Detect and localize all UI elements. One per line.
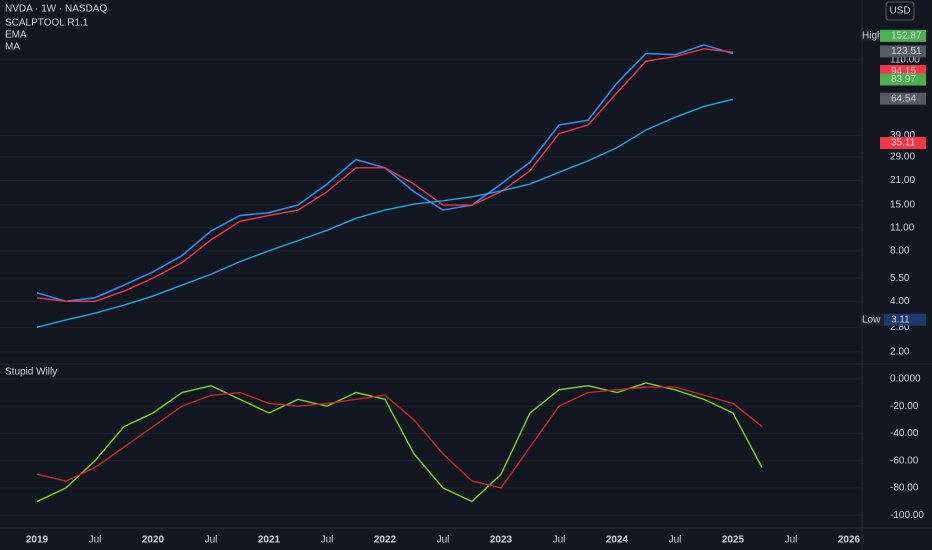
y-tick-label: -20.00 (890, 401, 919, 412)
y-tick-label: 21.00 (890, 175, 915, 186)
series-line (36, 386, 763, 489)
x-tick-label: 2023 (490, 535, 513, 546)
y-tick-label: 2.00 (890, 346, 910, 357)
x-tick-label: 2024 (606, 535, 629, 546)
tag-name: High (862, 30, 883, 41)
x-tick-label: 2026 (838, 535, 861, 546)
legend-ema: EMA (5, 30, 27, 41)
y-tick-label: -40.00 (890, 428, 919, 439)
price-tag-label: 94.15 (891, 66, 916, 77)
price-tag (880, 137, 926, 150)
y-tick-label: 5.50 (890, 273, 910, 284)
x-tick-label: Jul (669, 535, 682, 546)
indicator-name: SCALPTOOL R1.1 (5, 18, 89, 29)
legend-ma: MA (5, 42, 20, 53)
y-tick-label: 8.00 (890, 245, 910, 256)
x-tick-label: 2021 (258, 535, 281, 546)
price-tag-label: 83.97 (891, 74, 916, 85)
x-tick-label: 2025 (722, 535, 745, 546)
series-line (36, 48, 734, 303)
price-tag-label: 152.87 (891, 31, 922, 42)
x-tick-label: 2019 (26, 535, 49, 546)
price-tag (880, 29, 926, 42)
tag-name-box (860, 29, 884, 42)
currency[interactable]: USD (889, 6, 910, 17)
series-line (36, 98, 734, 329)
price-tag (880, 313, 926, 326)
indicator-title: Stupid Willy (5, 367, 57, 378)
price-tag-label: 123.51 (891, 46, 922, 57)
series-line (36, 382, 763, 503)
price-tag (880, 45, 926, 58)
x-tick-label: Jul (553, 535, 566, 546)
y-tick-label: 29.00 (890, 152, 915, 163)
tag-name-box (860, 313, 884, 326)
y-tick-label: 15.00 (890, 200, 915, 211)
price-tag-label: 3.11 (891, 314, 910, 325)
price-tag-label: 35.11 (891, 138, 916, 149)
y-tick-label: 110.00 (890, 54, 920, 65)
tag-name: Low (862, 314, 881, 325)
y-tick-label: -100.00 (890, 510, 924, 521)
x-tick-label: Jul (321, 535, 334, 546)
y-tick-label: 4.00 (890, 296, 910, 307)
x-tick-label: Jul (785, 535, 798, 546)
x-tick-label: Jul (437, 535, 450, 546)
x-tick-label: Jul (89, 535, 102, 546)
y-tick-label: 39.00 (890, 130, 915, 141)
chart-title: NVDA · 1W · NASDAQ (5, 4, 107, 15)
y-tick-label: -60.00 (890, 455, 919, 466)
y-tick-label: -80.00 (890, 483, 919, 494)
x-tick-label: Jul (205, 535, 218, 546)
price-tag (880, 73, 926, 86)
price-tag-label: 64.54 (891, 93, 916, 104)
x-tick-label: 2020 (142, 535, 165, 546)
y-tick-label: 2.80 (890, 322, 910, 333)
y-tick-label: 11.00 (890, 222, 915, 233)
currency-box[interactable] (885, 1, 915, 21)
x-tick-label: 2022 (374, 535, 397, 546)
price-tag (880, 92, 926, 105)
y-tick-label: 0.0000 (890, 374, 921, 385)
